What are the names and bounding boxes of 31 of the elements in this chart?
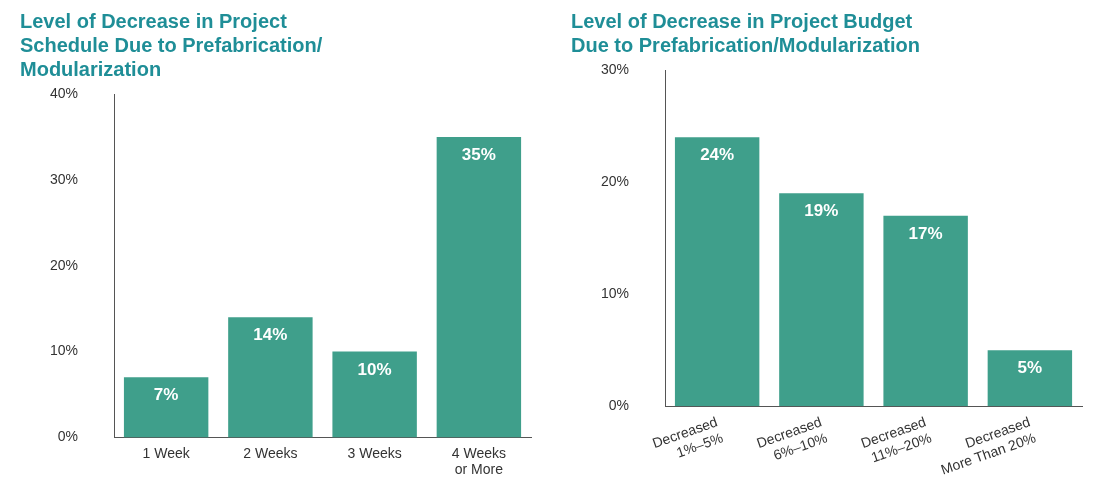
bar [123, 377, 209, 438]
data-label: 7% [153, 385, 179, 405]
y-tick-label: 0% [608, 397, 630, 414]
x-tick-label: 2 Weeks [243, 444, 298, 461]
y-tick-label: 20% [600, 172, 630, 189]
chart-title: Level of Decrease in Project Schedule Due to Prefabrication/ Modularization [20, 9, 323, 80]
data-label: 24% [700, 145, 735, 165]
data-label: 19% [804, 201, 839, 221]
data-label: 5% [1017, 358, 1043, 378]
y-tick-label: 30% [49, 170, 79, 187]
bar [332, 351, 417, 438]
x-tick-label: 1 Week [142, 444, 191, 461]
bar [987, 350, 1073, 407]
bar [436, 136, 522, 438]
data-label: 17% [908, 223, 943, 243]
bar [779, 193, 864, 407]
data-label: 14% [253, 325, 288, 345]
data-label: 10% [357, 359, 392, 379]
y-tick-label: 40% [49, 84, 79, 101]
y-tick-label: 30% [600, 60, 630, 77]
bar [228, 317, 313, 438]
x-tick-label: 3 Weeks [347, 444, 402, 461]
bar [674, 137, 760, 407]
y-tick-label: 10% [600, 284, 630, 301]
y-tick-label: 20% [49, 256, 79, 273]
y-tick-label: 10% [49, 342, 79, 359]
x-tick-label: 4 Weeks or More [451, 444, 506, 478]
y-tick-label: 0% [57, 428, 79, 445]
data-label: 35% [461, 145, 496, 165]
chart-title: Level of Decrease in Project Budget Due to Prefabrication/Modularization [571, 9, 920, 56]
bar [883, 215, 968, 407]
